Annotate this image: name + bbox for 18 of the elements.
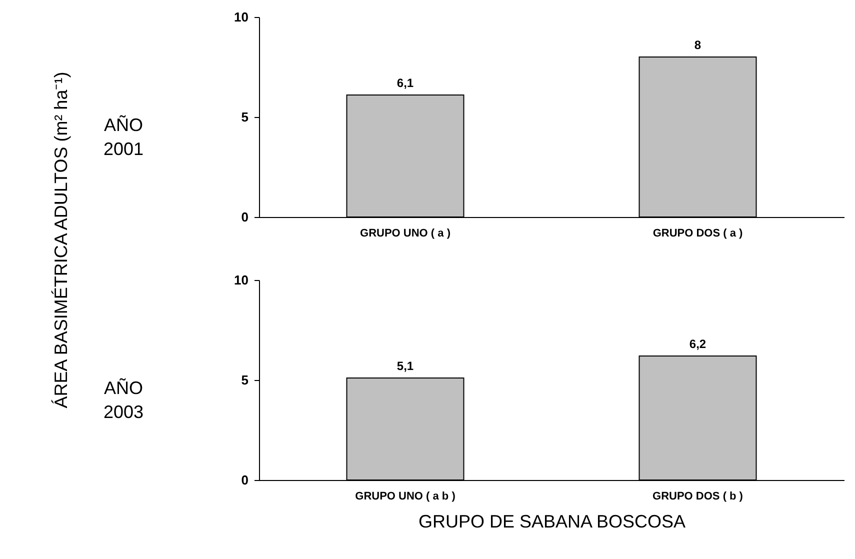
data-label: 5,1: [396, 359, 414, 373]
data-label: 6,1: [396, 76, 414, 90]
data-label: 8: [694, 38, 702, 52]
x-tick-label: GRUPO UNO ( a ): [360, 228, 451, 240]
x-tick-label: GRUPO DOS ( a ): [652, 228, 744, 240]
y-tick-label: 0: [241, 472, 248, 488]
text: AÑO 2003: [103, 378, 144, 422]
y-tick-label: 10: [234, 272, 248, 288]
y-tick-label: 5: [241, 110, 248, 124]
data-label: 6,2: [689, 337, 706, 351]
x-tick-label: GRUPO DOS ( b ): [652, 490, 744, 502]
y-tick-label: 10: [234, 10, 248, 24]
y-axis-title: ÁREA BASIMÉTRICA ADULTOS (m² ha⁻¹): [50, 72, 72, 408]
y-tick-label: 0: [241, 210, 248, 224]
y-tick-label: 5: [241, 372, 248, 388]
text: AÑO 2001: [103, 115, 144, 159]
x-tick-label: GRUPO UNO ( a b ): [355, 490, 456, 502]
x-axis-title: GRUPO DE SABANA BOSCOSA: [418, 512, 686, 532]
